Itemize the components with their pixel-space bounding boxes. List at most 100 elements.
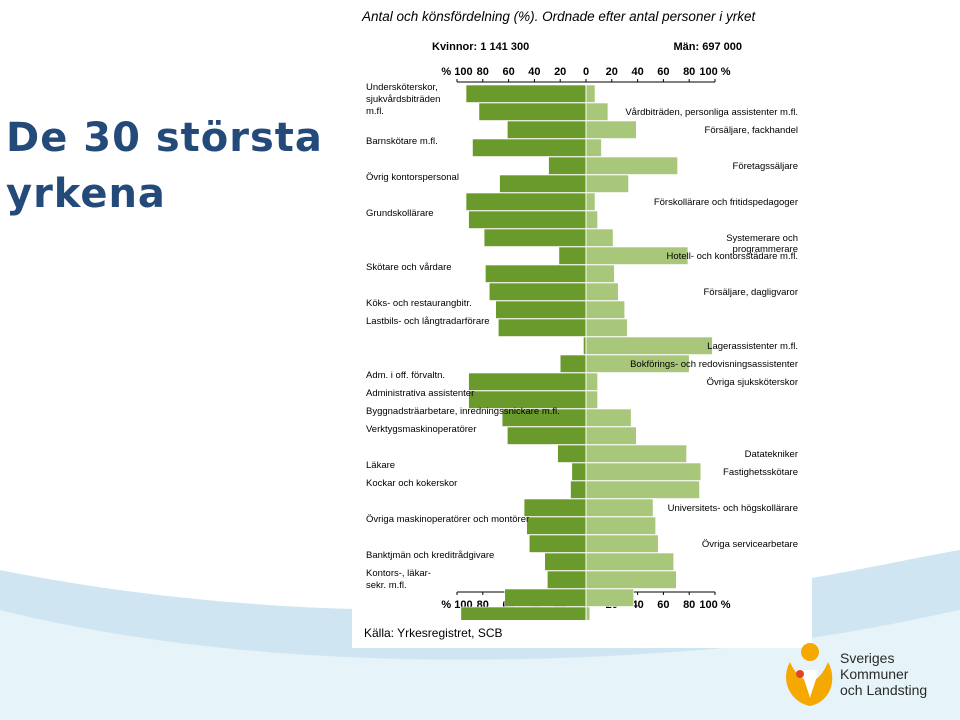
label-right-3: Förskollärare och fritidspedagoger	[654, 197, 798, 208]
label-left-1: sjukvårdsbiträden	[366, 94, 440, 105]
bar-men	[585, 462, 702, 481]
label-left-16: Banktjmän och kreditrådgivare	[366, 550, 494, 561]
logo-text-line2: Kommuner	[840, 666, 909, 682]
tick-label-top-2: 60	[502, 66, 514, 78]
header-men: Män: 697 000	[674, 41, 742, 53]
tick-label-top-4: 20	[554, 66, 566, 78]
bar-men	[585, 264, 615, 283]
label-right-1: Försäljare, fackhandel	[705, 125, 798, 136]
bar-women	[544, 552, 587, 571]
bar-women	[526, 516, 587, 535]
bar-men	[585, 210, 598, 229]
bar-women	[523, 498, 587, 517]
bar-women	[504, 588, 587, 607]
label-right-14: Övriga servicearbetare	[702, 539, 798, 550]
slide-title-line1: De 30 största	[6, 115, 323, 161]
bar-women	[478, 102, 587, 121]
skl-logo-text: Sveriges Kommuner och Landsting	[840, 650, 927, 698]
tick-label-top-6: 20	[606, 66, 618, 78]
chart-source: Källa: Yrkesregistret, SCB	[364, 626, 503, 640]
skl-logo	[786, 643, 833, 706]
bar-men	[585, 120, 637, 139]
label-right-4: Systemerare och	[726, 233, 798, 244]
bar-men	[585, 588, 635, 607]
tick-label-top-8: 60	[657, 66, 669, 78]
bar-men	[585, 606, 591, 620]
label-right-11: Datatekniker	[745, 449, 798, 460]
tick-label-top-9: 80	[683, 66, 695, 78]
label-left-4: Övrig kontorspersonal	[366, 172, 459, 183]
header-women: Kvinnor: 1 141 300	[432, 41, 529, 53]
bar-men	[585, 552, 675, 571]
label-left-7: Köks- och restaurangbitr.	[366, 298, 472, 309]
population-pyramid-chart: Kvinnor: 1 141 300 Män: 697 000 % 100 80 60 4…	[366, 41, 798, 620]
bar-men	[585, 498, 654, 517]
label-left-10: Administrativa assistenter	[366, 388, 474, 399]
bar-women	[507, 426, 587, 445]
slide-title-line2: yrkena	[6, 171, 166, 217]
bar-women	[465, 84, 587, 103]
bar-women	[559, 354, 587, 373]
label-left-3: Barnskötare m.fl.	[366, 136, 438, 147]
bar-women	[460, 606, 587, 620]
bar-women	[558, 246, 587, 265]
bar-women	[465, 192, 587, 211]
bar-women	[548, 156, 587, 175]
bar-men	[585, 228, 614, 247]
slide-title: De 30 största yrkena	[6, 110, 323, 222]
label-left-13: Läkare	[366, 460, 395, 471]
bar-men	[585, 318, 628, 337]
bar-men	[585, 444, 687, 463]
bar-men	[585, 570, 677, 589]
label-left-0: Undersköterskor,	[366, 82, 438, 93]
bar-men	[585, 300, 626, 319]
bar-women	[485, 264, 587, 283]
bar-women	[472, 138, 587, 157]
tick-label-top-10: 100 %	[699, 66, 730, 78]
bar-men	[585, 174, 629, 193]
label-left-9: Adm. i off. förvaltn.	[366, 370, 445, 381]
bar-women	[528, 534, 587, 553]
bar-men	[585, 372, 598, 391]
label-right-9: Bokförings- och redovisningsassistenter	[630, 359, 798, 370]
bar-women	[571, 462, 587, 481]
label-left-8: Lastbils- och långtradarförare	[366, 316, 490, 327]
bar-men	[585, 390, 598, 409]
skl-logo-mark-icon	[786, 643, 833, 706]
bar-men	[585, 138, 602, 157]
bar-women	[497, 318, 587, 337]
bar-women	[468, 210, 587, 229]
chart-subtitle: Antal och könsfördelning (%). Ordnade ef…	[362, 9, 756, 24]
bar-men	[585, 156, 678, 175]
label-left-5: Grundskollärare	[366, 208, 434, 219]
tick-label-top-3: 40	[528, 66, 540, 78]
label-right-10: Övriga sjuksköterskor	[707, 377, 798, 388]
tick-label-top-7: 40	[631, 66, 643, 78]
tick-label-top-1: 80	[477, 66, 489, 78]
bar-women	[557, 444, 587, 463]
bar-men	[585, 102, 609, 121]
tick-label-top-5: 0	[583, 66, 589, 78]
bar-women	[499, 174, 587, 193]
label-right-7: Försäljare, dagligvaror	[703, 287, 798, 298]
bar-women	[468, 372, 587, 391]
label-left-12: Verktygsmaskinoperatörer	[366, 424, 476, 435]
tick-label-bottom-10: 100 %	[699, 599, 730, 611]
label-right-5: programmerare	[733, 244, 798, 255]
tick-label-bottom-8: 60	[657, 599, 669, 611]
label-right-13: Universitets- och högskollärare	[668, 503, 798, 514]
bar-women	[547, 570, 587, 589]
bar-men	[585, 534, 659, 553]
bar-women	[488, 282, 587, 301]
bar-men	[585, 408, 632, 427]
label-left-14: Kockar och kokerskor	[366, 478, 457, 489]
bar-men	[585, 84, 596, 103]
bar-women	[570, 480, 587, 499]
bar-women	[507, 120, 587, 139]
label-left-6: Skötare och vårdare	[366, 262, 452, 273]
label-left-15: Övriga maskinoperatörer och montörer	[366, 514, 529, 525]
label-right-2: Företagssäljare	[733, 161, 798, 172]
bar-men	[585, 426, 637, 445]
bar-men	[585, 480, 700, 499]
label-left-2: m.fl.	[366, 106, 384, 117]
